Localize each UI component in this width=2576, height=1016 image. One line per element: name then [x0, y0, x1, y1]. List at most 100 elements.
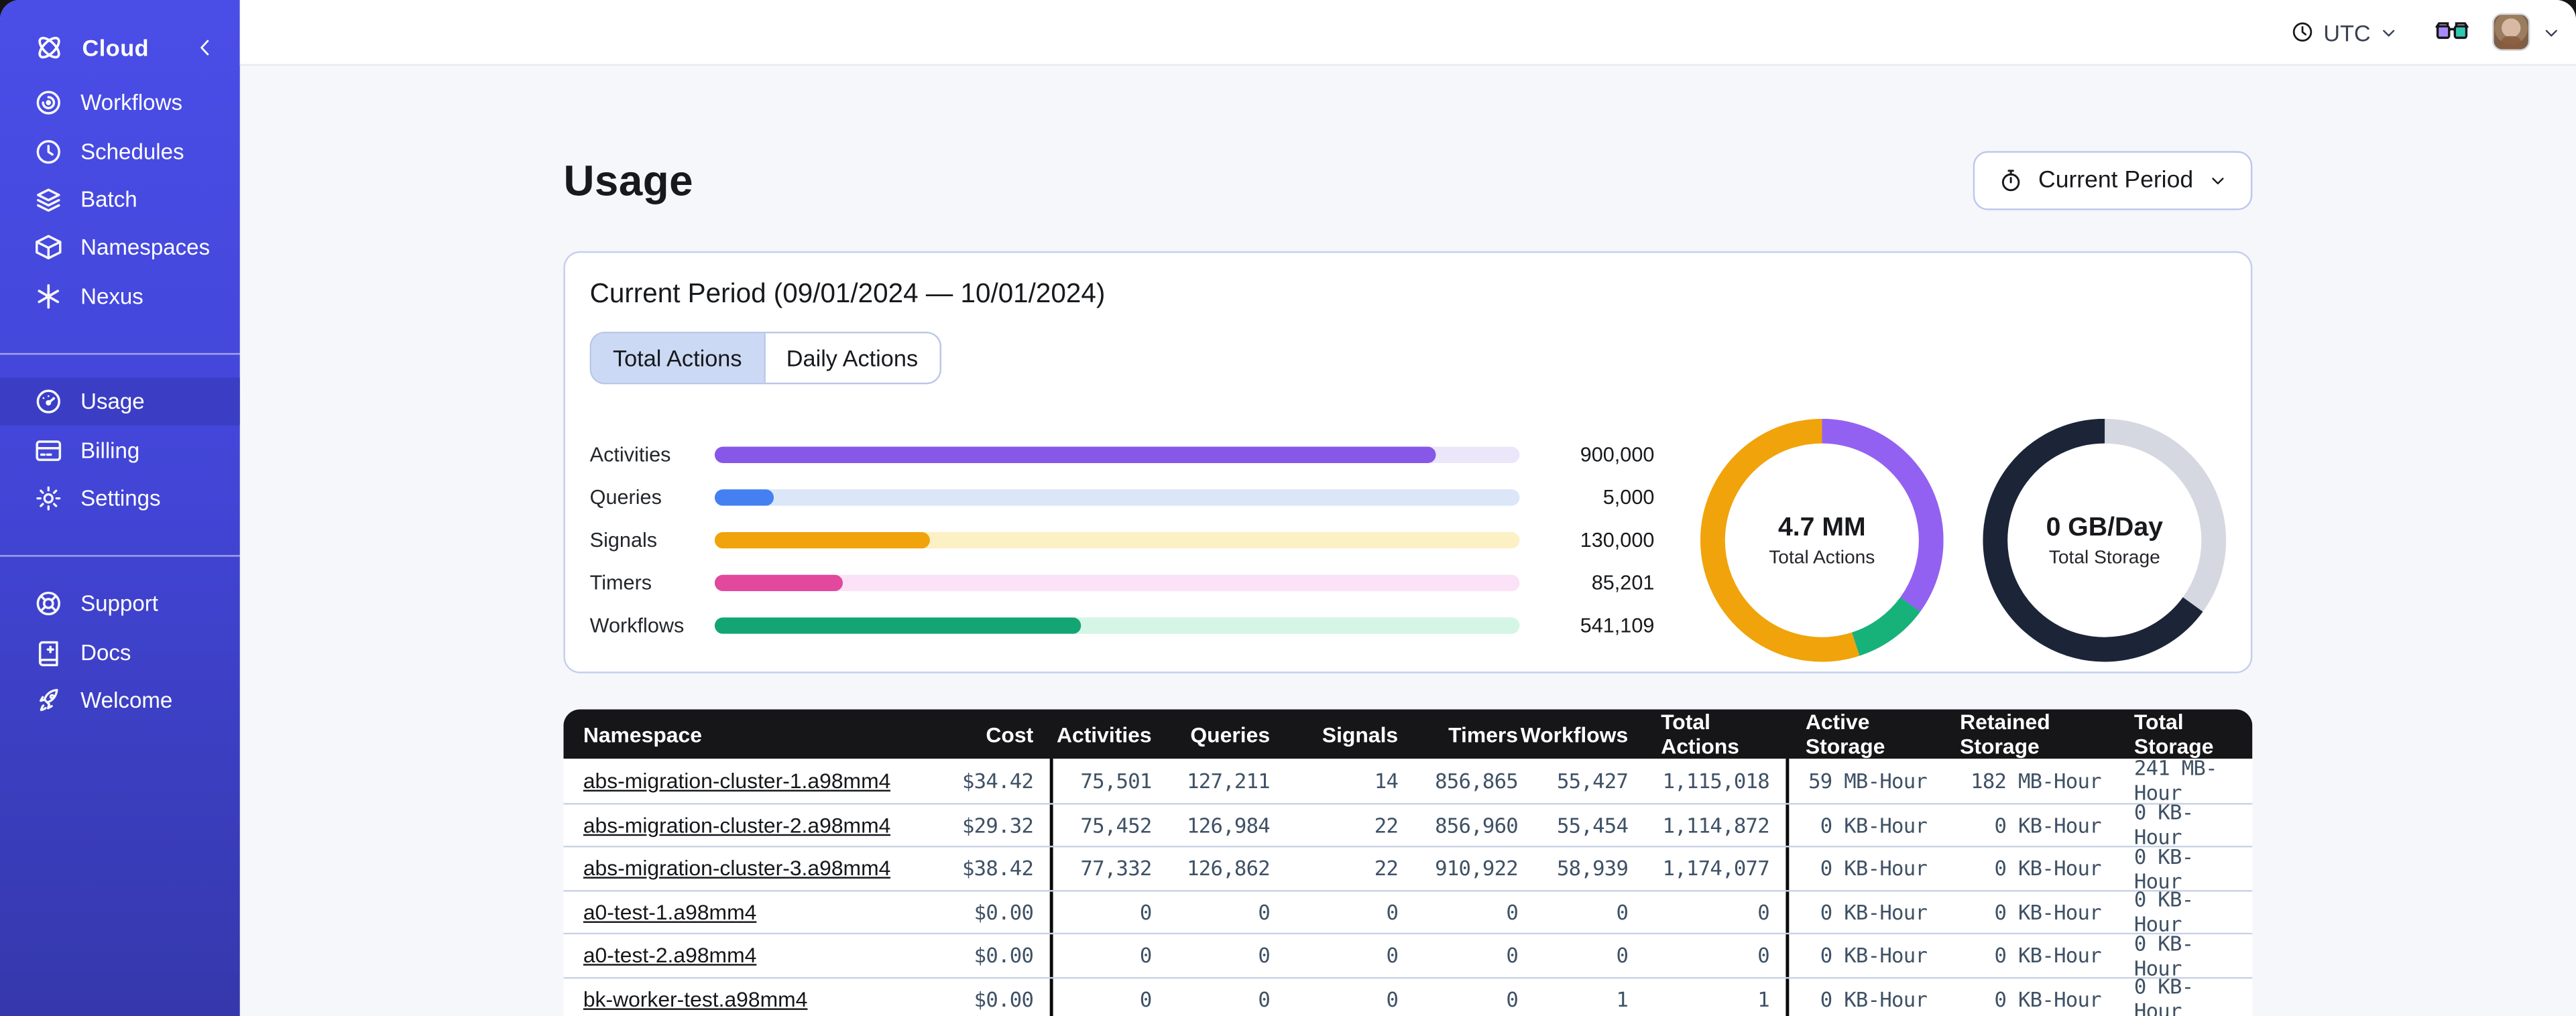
namespace-usage-table: Namespace Cost Activities Queries Signals Tim… [563, 709, 2253, 1016]
bar-label: Signals [589, 528, 658, 552]
cell-activities: 0 [1139, 943, 1152, 968]
cell-total_storage: 0 KB-Hour [2133, 930, 2194, 980]
donut-ring [1700, 418, 1944, 662]
cell-workflows: 55,454 [1556, 812, 1629, 838]
main-area: UTC Usage Current Period [239, 0, 2576, 1016]
cell-queries: 126,862 [1187, 856, 1271, 881]
namespace-link[interactable]: a0-test-2.a98mm4 [583, 943, 757, 968]
cell-retained_storage: 0 KB-Hour [1994, 812, 2102, 838]
sidebar-item-schedules[interactable]: Schedules [0, 127, 240, 176]
usage-bar-row-activities: Activities 900,000 [590, 434, 1655, 477]
usage-bar-row-timers: Timers 85,201 [590, 562, 1655, 605]
bar-value: 130,000 [1580, 528, 1655, 552]
namespace-link[interactable]: bk-worker-test.a98mm4 [583, 986, 808, 1011]
cell-workflows: 58,939 [1556, 856, 1629, 881]
donut-label: Total Storage [2048, 548, 2160, 568]
column-divider [1049, 891, 1053, 933]
tab-daily-actions[interactable]: Daily Actions [763, 333, 939, 383]
sidebar-item-workflows[interactable]: Workflows [0, 79, 240, 127]
column-divider [1785, 978, 1790, 1016]
sidebar-item-nexus[interactable]: Nexus [0, 272, 240, 320]
user-menu-chevron-icon[interactable] [2542, 22, 2561, 42]
bar-fill [714, 489, 774, 506]
sidebar-collapse-button[interactable] [194, 36, 217, 59]
usage-icon [33, 386, 64, 418]
header-cell-queries: Queries [1190, 721, 1271, 747]
bar-track [714, 531, 1520, 549]
sidebar-item-label: Namespaces [80, 235, 211, 261]
schedules-icon [33, 135, 64, 167]
namespace-link[interactable]: abs-migration-cluster-3.a98mm4 [583, 856, 891, 881]
glasses-icon[interactable] [2435, 19, 2469, 44]
timezone-selector[interactable]: UTC [2290, 19, 2398, 45]
usage-bar-row-signals: Signals 130,000 [590, 519, 1655, 562]
namespaces-icon [33, 232, 64, 263]
actions-bar-chart: Activities 900,000 Queries 5,000 Signals 130,… [590, 434, 1655, 647]
chevron-down-icon [2379, 22, 2398, 42]
tab-total-actions[interactable]: Total Actions [591, 333, 764, 383]
cell-total_actions: 1,174,077 [1662, 856, 1770, 881]
sidebar-item-settings[interactable]: Settings [0, 474, 240, 522]
bar-fill [714, 531, 931, 549]
cell-active_storage: 0 KB-Hour [1820, 899, 1928, 924]
sidebar-item-namespaces[interactable]: Namespaces [0, 224, 240, 272]
cell-cost: $0.00 [974, 899, 1034, 924]
bar-value: 541,109 [1580, 614, 1655, 637]
cell-cost: $38.42 [961, 856, 1034, 881]
table-row: abs-migration-cluster-3.a98mm4 $38.42 77,3… [563, 843, 2253, 893]
donut-ring [1983, 418, 2227, 662]
table-row: abs-migration-cluster-2.a98mm4 $29.32 75,4… [563, 800, 2253, 849]
cell-total_storage: 0 KB-Hour [2133, 843, 2194, 893]
bar-label: Workflows [589, 614, 685, 637]
clock-icon [2290, 19, 2315, 44]
cell-total_actions: 0 [1757, 943, 1769, 968]
cell-activities: 0 [1139, 899, 1152, 924]
stopwatch-icon [1997, 168, 2024, 194]
page-title: Usage [563, 155, 694, 205]
bar-fill [714, 574, 843, 592]
sidebar-item-support[interactable]: Support [0, 580, 240, 628]
sidebar-section: Workflows Schedules Batch Namespaces Nexus [0, 72, 240, 336]
namespace-link[interactable]: a0-test-1.a98mm4 [583, 899, 757, 924]
workflows-icon [33, 87, 64, 119]
sidebar-item-docs[interactable]: Docs [0, 628, 240, 676]
sidebar-divider [0, 555, 240, 557]
cell-cost: $0.00 [974, 986, 1034, 1011]
column-divider [1049, 804, 1053, 846]
sidebar-item-welcome[interactable]: Welcome [0, 676, 240, 724]
sidebar-item-label: Schedules [80, 139, 184, 164]
total-storage-donut: 0 GB/Day Total Storage [1983, 418, 2227, 662]
cell-namespace: a0-test-1.a98mm4 [563, 891, 925, 932]
bar-track [714, 574, 1520, 592]
sidebar-divider [0, 353, 240, 355]
donut-charts: 4.7 MM Total Actions 0 GB/Day Total Storag… [1700, 418, 2227, 662]
table-row: abs-migration-cluster-1.a98mm4 $34.42 75,5… [563, 755, 2253, 806]
cell-queries: 0 [1258, 899, 1271, 924]
bar-track [714, 489, 1520, 506]
column-divider [1785, 934, 1790, 976]
cell-total_actions: 1,115,018 [1662, 768, 1770, 793]
namespace-link[interactable]: abs-migration-cluster-1.a98mm4 [583, 768, 891, 793]
cell-total_storage: 241 MB-Hour [2133, 755, 2218, 806]
sidebar-item-batch[interactable]: Batch [0, 176, 240, 224]
header-cell-total_actions: Total Actions [1661, 709, 1740, 759]
sidebar-header: Cloud [0, 23, 240, 72]
sidebar-item-usage[interactable]: Usage [0, 377, 240, 426]
sidebar-logo-label: Cloud [82, 34, 150, 61]
bar-fill [714, 446, 1436, 463]
namespace-link[interactable]: abs-migration-cluster-2.a98mm4 [583, 812, 891, 838]
cell-retained_storage: 0 KB-Hour [1994, 986, 2102, 1011]
cell-active_storage: 0 KB-Hour [1820, 856, 1928, 881]
user-avatar[interactable] [2492, 13, 2530, 51]
sidebar: Cloud Workflows Schedules Batch Namespaces N… [0, 0, 240, 1016]
current-period-card: Current Period (09/01/2024 — 10/01/2024)… [563, 251, 2253, 674]
column-divider [1785, 847, 1790, 889]
column-divider [1049, 978, 1053, 1016]
sidebar-item-billing[interactable]: Billing [0, 426, 240, 474]
header-cell-retained_storage: Retained Storage [1960, 709, 2050, 759]
cell-signals: 0 [1386, 986, 1399, 1011]
period-select-button[interactable]: Current Period [1973, 151, 2253, 210]
cell-timers: 910,922 [1435, 856, 1519, 881]
usage-bar-row-queries: Queries 5,000 [590, 477, 1655, 519]
